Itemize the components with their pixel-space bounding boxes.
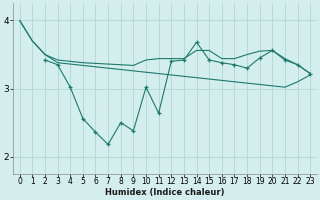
X-axis label: Humidex (Indice chaleur): Humidex (Indice chaleur) <box>105 188 225 197</box>
